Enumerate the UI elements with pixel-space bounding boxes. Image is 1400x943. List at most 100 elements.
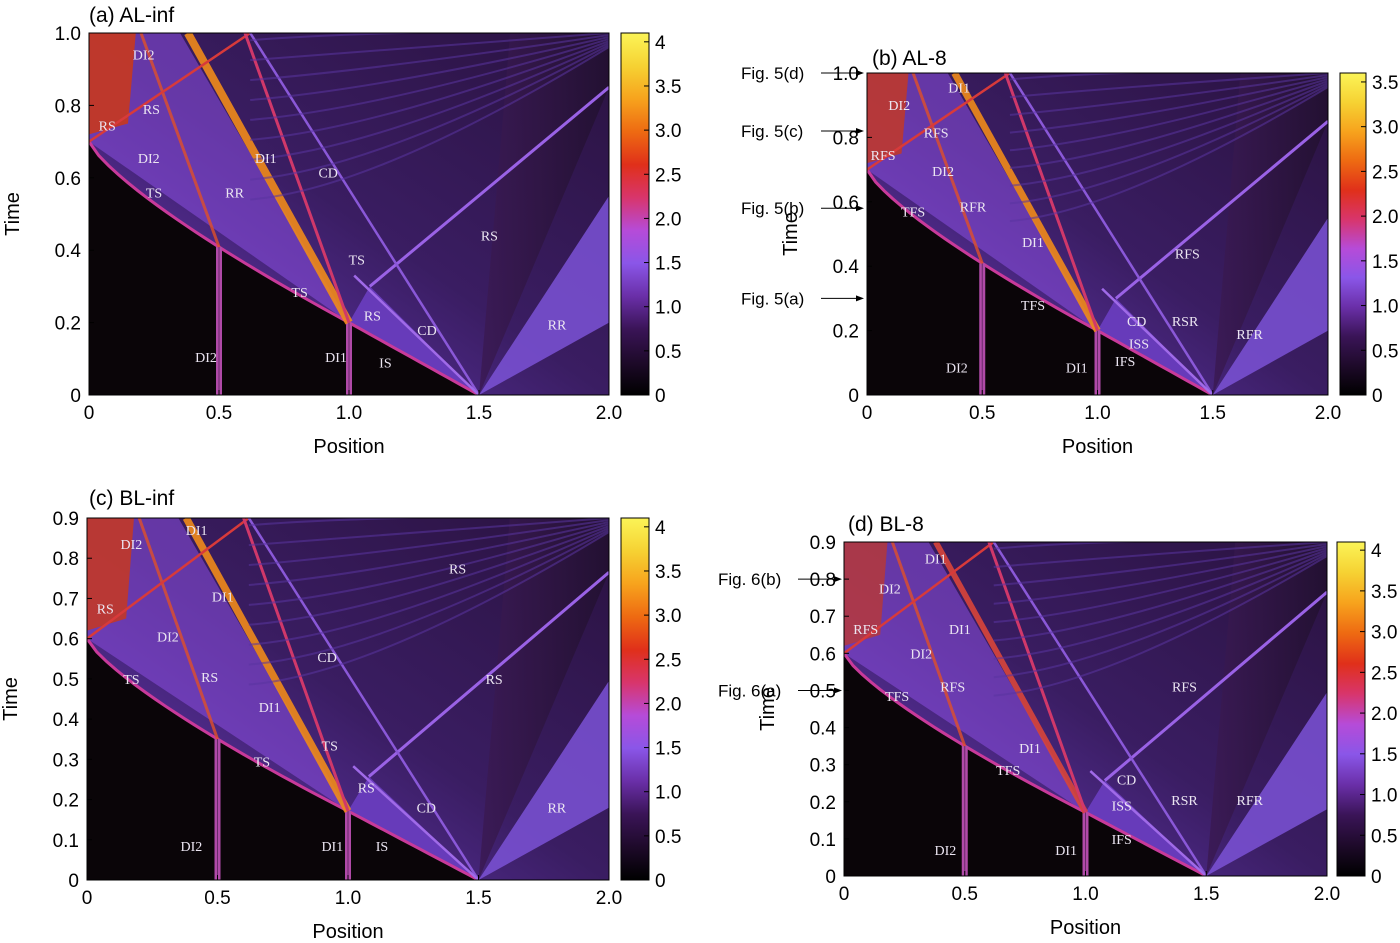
region-label: DI1 xyxy=(1019,742,1041,757)
incident-shock xyxy=(1089,770,1208,876)
panel-title: (b) AL-8 xyxy=(872,47,947,70)
striation xyxy=(248,523,609,606)
y-tick-label: 0.6 xyxy=(833,193,859,214)
region-label: IS xyxy=(376,840,388,855)
x-tick-label: 2.0 xyxy=(596,403,622,424)
striation xyxy=(248,531,609,686)
transmitted-shock xyxy=(867,168,1214,395)
colorbar-tick-label: 0.5 xyxy=(1371,826,1397,847)
colorbar-tick-label: 1.0 xyxy=(655,298,681,319)
region-label: RFR xyxy=(1236,794,1263,809)
compressed-region xyxy=(89,33,349,323)
figure-callout-label: Fig. 6(a) xyxy=(718,681,781,700)
x-tick-label: 2.0 xyxy=(596,888,622,909)
striation xyxy=(250,36,609,101)
region-label: TS xyxy=(322,739,338,754)
colorbar-tick-label: 1.0 xyxy=(1371,786,1397,807)
figure-callout-arrowhead xyxy=(856,70,864,76)
region-label: TFS xyxy=(1021,299,1045,314)
striation xyxy=(248,529,609,666)
region-label: DI2 xyxy=(120,538,142,553)
y-tick-label: 1.0 xyxy=(833,64,859,85)
expansion-fan xyxy=(1206,692,1327,876)
region-label: DI2 xyxy=(946,362,968,377)
x-tick-label: 0 xyxy=(84,403,95,424)
x-tick-label: 1.5 xyxy=(465,888,491,909)
plot-area xyxy=(867,73,1328,395)
region-label: DI1 xyxy=(212,590,234,605)
expansion-fan xyxy=(479,195,609,395)
striation xyxy=(250,34,609,82)
y-tick-label: 0.9 xyxy=(810,533,836,554)
plot-area xyxy=(87,518,609,880)
striation xyxy=(993,549,1327,642)
contact-line xyxy=(243,33,351,324)
region-label: DI1 xyxy=(259,701,281,716)
region-label: CD xyxy=(318,166,337,181)
y-tick-label: 0.8 xyxy=(833,128,859,149)
y-tick-label: 0.8 xyxy=(53,549,79,570)
refracted-shock xyxy=(1114,120,1328,300)
y-tick-label: 0.3 xyxy=(53,750,79,771)
colorbar-tick-label: 3.5 xyxy=(655,77,681,98)
transmitted-shock xyxy=(844,652,1207,876)
colorbar-tick-label: 4 xyxy=(655,33,666,54)
striation xyxy=(248,527,609,646)
y-tick-label: 0.8 xyxy=(810,570,836,591)
colorbar-tick-label: 1.5 xyxy=(655,254,681,275)
y-axis-label: Time xyxy=(757,687,779,731)
region-label: RFS xyxy=(940,681,965,696)
refracted-shock xyxy=(368,86,609,288)
y-tick-label: 0.2 xyxy=(810,793,836,814)
colorbar-tick-label: 2.5 xyxy=(1372,162,1398,183)
x-tick-label: 0.5 xyxy=(204,888,230,909)
y-tick-label: 0 xyxy=(68,871,79,892)
y-tick-label: 0.6 xyxy=(53,630,79,651)
colorbar-tick-label: 4 xyxy=(655,518,666,539)
y-tick-label: 1.0 xyxy=(55,24,81,45)
striation xyxy=(1009,86,1328,223)
region-label: IFS xyxy=(1115,355,1135,370)
colorbar-tick-label: 1.0 xyxy=(1372,297,1398,318)
colorbar-tick-label: 2.5 xyxy=(655,650,681,671)
y-tick-label: 0.8 xyxy=(55,96,81,117)
striation xyxy=(993,553,1327,679)
wall-reflection xyxy=(89,33,251,143)
x-tick-label: 0 xyxy=(82,888,93,909)
region-label: RFS xyxy=(1172,681,1197,696)
region-label: DI1 xyxy=(186,524,208,539)
striation xyxy=(248,519,609,567)
y-tick-label: 0.7 xyxy=(53,589,79,610)
region-label: DI1 xyxy=(948,81,970,96)
region-label: RS xyxy=(99,119,116,134)
colorbar-tick-label: 2.5 xyxy=(655,165,681,186)
expansion-fan xyxy=(478,680,609,880)
striation xyxy=(1009,74,1328,116)
striation xyxy=(993,542,1327,569)
y-tick-label: 0.2 xyxy=(55,314,81,335)
contact-line xyxy=(242,518,350,812)
region-label: RSR xyxy=(1172,315,1199,330)
chart-panel-1: DI2 RS RS DI2 DI1 CD TS RR RS TS TS RS CD RR DI2 DI1 IS 0… xyxy=(2,4,681,458)
region-label: CD xyxy=(417,324,436,339)
region-label: DI1 xyxy=(925,553,947,568)
figure-callout-arrowhead xyxy=(834,687,842,694)
striation xyxy=(248,521,609,586)
striation xyxy=(993,547,1327,624)
figure-callout-arrowhead xyxy=(834,576,842,583)
colorbar-tick-label: 2.0 xyxy=(1372,207,1398,228)
unshocked-region xyxy=(844,653,1207,876)
figure-callout-label: Fig. 5(b) xyxy=(741,199,804,218)
region-label: RFR xyxy=(960,201,987,216)
striation xyxy=(1009,73,1328,99)
unshocked-region xyxy=(89,141,479,395)
chart-panel-2: DI1 DI2 RFS RFS DI2 TFS RFR DI1 RFS TFS CD RSR ISS RF… xyxy=(741,47,1398,458)
colorbar-tick-label: 0 xyxy=(655,386,666,407)
x-tick-label: 1.5 xyxy=(1200,403,1226,424)
colorbar-tick-label: 2.0 xyxy=(1371,704,1397,725)
x-tick-label: 2.0 xyxy=(1315,403,1341,424)
striation xyxy=(1009,84,1328,205)
reflected-shock-1 xyxy=(182,518,352,813)
y-tick-label: 0.5 xyxy=(810,681,836,702)
